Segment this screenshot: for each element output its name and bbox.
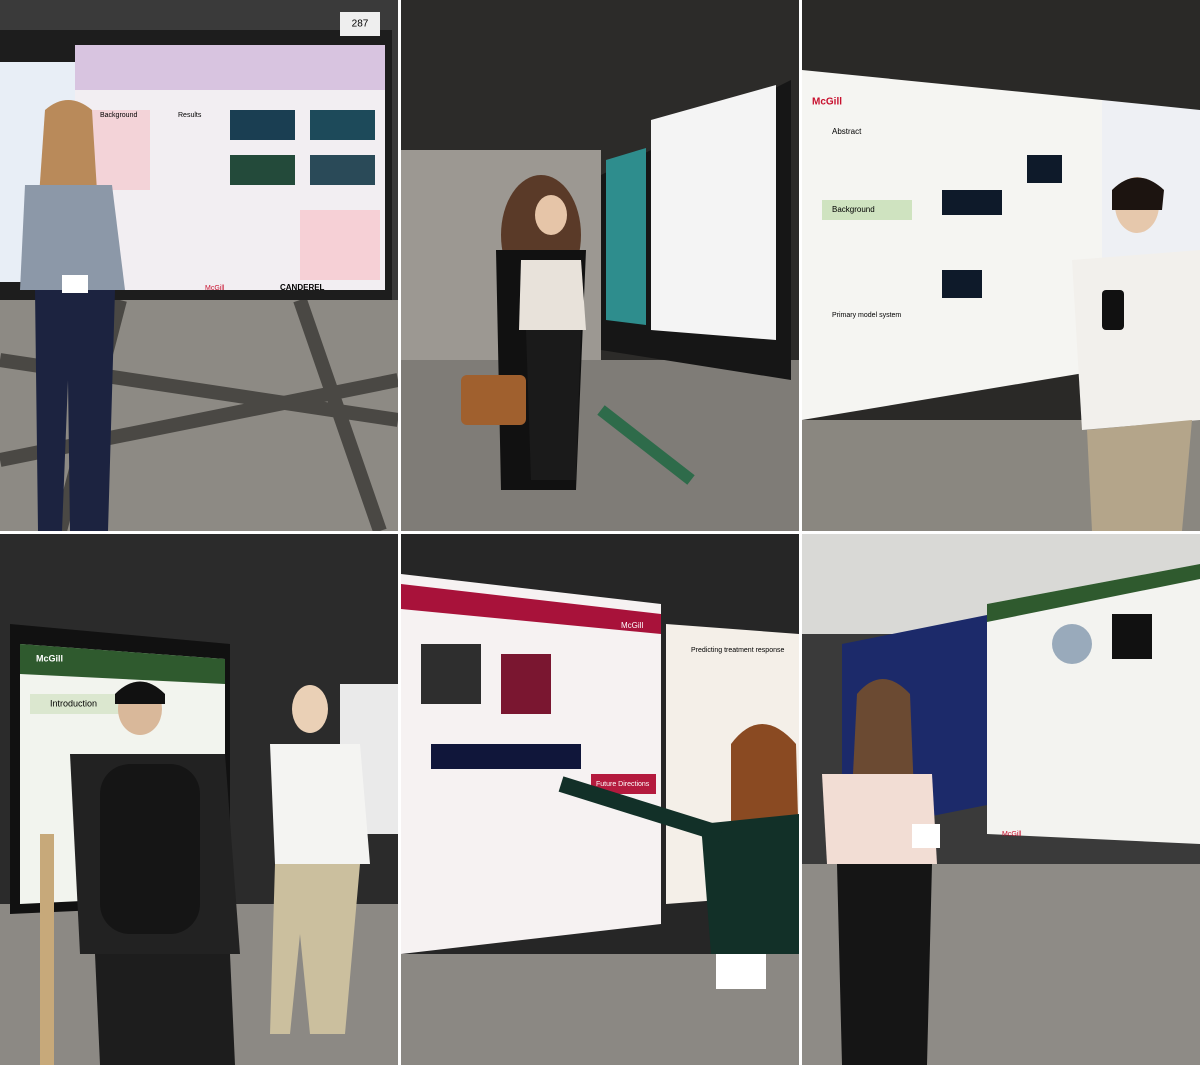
poster-header — [401, 584, 661, 634]
poster-text: Background — [832, 205, 875, 214]
person-shirt — [701, 814, 799, 954]
poster-text: Introduction — [50, 698, 97, 708]
poster-figure — [942, 190, 1002, 215]
poster-text: Results — [178, 112, 202, 119]
person-pants — [1087, 420, 1192, 531]
post — [40, 834, 54, 1065]
carpet-pattern — [0, 297, 398, 531]
carpet — [401, 360, 799, 531]
poster — [802, 70, 1102, 420]
poster-figure — [1027, 155, 1062, 183]
poster-figure — [310, 110, 375, 140]
badge — [62, 275, 88, 293]
poster-text: Primary model system — [832, 312, 901, 319]
photo: 287 Background Results CANDEREL McGill — [0, 0, 398, 531]
person-shirt — [1072, 250, 1200, 430]
person-shirt — [519, 260, 586, 330]
backpack — [100, 764, 200, 934]
poster-figure — [230, 155, 295, 185]
poster-figure — [1112, 614, 1152, 659]
poster-text: Background — [100, 112, 137, 119]
person-pants — [95, 954, 235, 1065]
poster-section — [591, 774, 656, 794]
poster-header — [20, 644, 225, 684]
poster-figure — [431, 744, 581, 769]
poster-text: CANDEREL — [280, 283, 325, 292]
photo: McGill Abstract Background Primary model… — [802, 0, 1200, 531]
person-head — [292, 685, 328, 733]
poster-figure — [310, 155, 375, 185]
poster-figure — [1052, 624, 1092, 664]
photo: McGill — [802, 534, 1200, 1065]
person-head — [535, 195, 567, 235]
poster-text: McGill — [1002, 831, 1022, 838]
tube — [597, 405, 695, 485]
person-shirt — [822, 774, 937, 864]
poster — [606, 148, 646, 325]
person-shirt — [270, 744, 370, 864]
poster-text: McGill — [621, 621, 643, 630]
photo: McGill Future Directions Predicting trea… — [401, 534, 799, 1065]
person-arm — [558, 776, 724, 842]
person-hair — [852, 679, 914, 794]
poster-text: Predicting treatment response — [691, 647, 784, 654]
poster-section — [30, 694, 120, 714]
badge — [716, 954, 766, 989]
cup — [912, 824, 940, 848]
poster-figure — [501, 654, 551, 714]
poster-figure — [421, 644, 481, 704]
phone — [1102, 290, 1124, 330]
handbag — [461, 375, 526, 425]
poster — [651, 85, 776, 340]
poster-header — [75, 45, 385, 90]
person-pants — [526, 330, 581, 480]
poster-figure — [230, 110, 295, 140]
poster-text: McGill — [36, 653, 63, 663]
poster-text: Abstract — [832, 127, 862, 136]
person-pants — [35, 290, 115, 531]
poster-text: 287 — [352, 19, 369, 30]
person-pants — [270, 864, 360, 1034]
person-shirt — [20, 185, 125, 290]
poster-section — [90, 110, 150, 190]
poster-text: Future Directions — [596, 781, 650, 788]
poster-section — [822, 200, 912, 220]
person-pants — [837, 864, 932, 1065]
photo: McGill Introduction — [0, 534, 398, 1065]
poster-text: McGill — [205, 285, 225, 292]
number-card — [340, 12, 380, 36]
poster-text: McGill — [812, 97, 842, 108]
photo — [401, 0, 799, 531]
person-hair — [1112, 177, 1164, 210]
person-hair — [115, 681, 165, 704]
poster-header — [987, 564, 1200, 622]
poster-section — [300, 210, 380, 280]
poster-figure — [942, 270, 982, 298]
